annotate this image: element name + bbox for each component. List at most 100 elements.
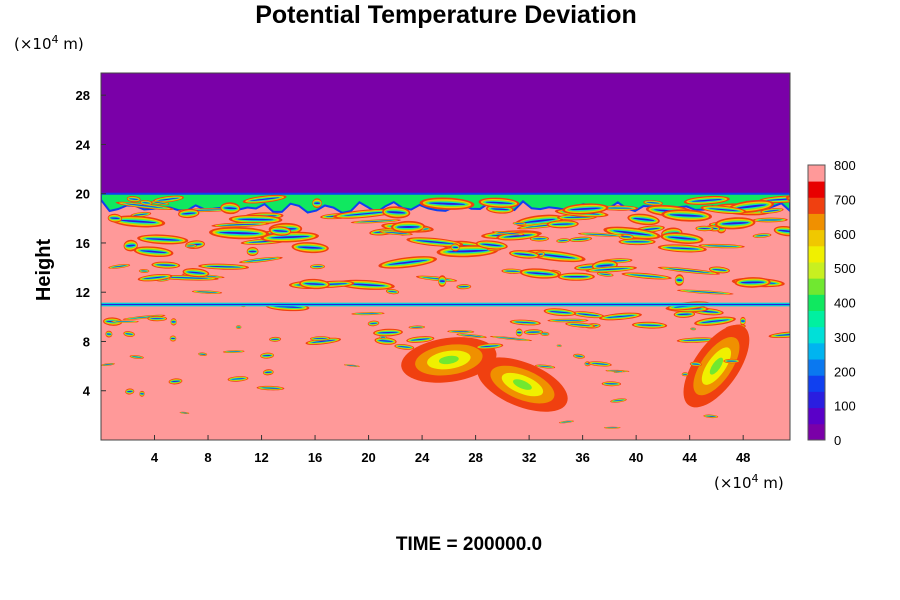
filament-182 bbox=[689, 361, 702, 367]
filament-97 bbox=[577, 232, 625, 237]
colorbar-swatch bbox=[808, 326, 825, 344]
filament-159 bbox=[169, 335, 177, 342]
filament-48 bbox=[220, 202, 241, 215]
filament-113 bbox=[107, 213, 123, 223]
colorbar-swatch bbox=[808, 342, 825, 360]
filament-38 bbox=[603, 226, 661, 240]
x-tick-label: 8 bbox=[204, 450, 211, 465]
filament-112 bbox=[291, 242, 329, 254]
filament-185 bbox=[198, 352, 208, 356]
filament-162 bbox=[147, 315, 168, 322]
filament-4 bbox=[108, 264, 131, 269]
filament-201 bbox=[558, 420, 574, 424]
filament-193 bbox=[535, 364, 556, 369]
filament-120 bbox=[450, 243, 460, 252]
filament-53 bbox=[501, 268, 524, 274]
filament-200 bbox=[610, 398, 627, 403]
filament-168 bbox=[540, 331, 550, 337]
y-tick-label: 12 bbox=[76, 285, 90, 300]
filament-119 bbox=[332, 208, 397, 219]
filament-124 bbox=[422, 226, 430, 232]
chart-title: Potential Temperature Deviation bbox=[255, 1, 637, 29]
x-tick-label: 12 bbox=[254, 450, 268, 465]
filament-180 bbox=[613, 370, 625, 373]
filament-171 bbox=[523, 329, 544, 335]
filament-133 bbox=[305, 337, 342, 345]
filament-195 bbox=[344, 364, 360, 367]
colorbar-swatch bbox=[808, 245, 825, 263]
filament-34 bbox=[385, 288, 400, 295]
filament-62 bbox=[138, 268, 150, 274]
filament-56 bbox=[734, 277, 771, 288]
filament-135 bbox=[694, 316, 736, 326]
filament-127 bbox=[695, 225, 714, 232]
filament-175 bbox=[179, 411, 190, 415]
filament-126 bbox=[269, 226, 292, 236]
filament-71 bbox=[242, 194, 287, 204]
filament-10 bbox=[137, 234, 189, 245]
colorbar-swatch bbox=[808, 229, 825, 247]
filament-134 bbox=[739, 316, 746, 326]
colorbar-ticks: 0 100 200 300 400 500 600 700 800 bbox=[834, 158, 856, 448]
filament-67 bbox=[185, 243, 197, 248]
filament-41 bbox=[643, 200, 663, 206]
filament-8 bbox=[115, 201, 174, 211]
filament-114 bbox=[299, 278, 330, 290]
x-tick-label: 44 bbox=[682, 450, 697, 465]
colorbar-swatch bbox=[808, 278, 825, 295]
filament-122 bbox=[674, 274, 685, 286]
x-ticks: 4 8 12 16 20 24 28 32 36 40 44 48 bbox=[151, 435, 750, 465]
filament-108 bbox=[178, 208, 200, 219]
filament-181 bbox=[394, 344, 415, 350]
filament-92 bbox=[714, 217, 756, 230]
filament-115 bbox=[209, 226, 270, 240]
x-tick-label: 4 bbox=[151, 450, 159, 465]
filament-21 bbox=[350, 219, 401, 224]
filament-106 bbox=[419, 197, 475, 210]
x-tick-label: 24 bbox=[415, 450, 430, 465]
y-tick-label: 28 bbox=[76, 88, 90, 103]
anomaly-warm-anomaly-left bbox=[401, 337, 497, 383]
filament-90 bbox=[519, 268, 561, 279]
filament-20 bbox=[557, 272, 595, 281]
filament-128 bbox=[509, 250, 540, 259]
filament-187 bbox=[101, 362, 115, 367]
filament-121 bbox=[246, 246, 259, 257]
filament-190 bbox=[262, 369, 274, 376]
colorbar-swatch bbox=[808, 262, 825, 279]
x-tick-label: 36 bbox=[575, 450, 589, 465]
filament-183 bbox=[601, 381, 622, 387]
y-tick-label: 4 bbox=[83, 384, 91, 399]
y-tick-label: 16 bbox=[76, 236, 90, 251]
filament-179 bbox=[681, 372, 689, 377]
filament-188 bbox=[256, 385, 285, 391]
filament-66 bbox=[546, 220, 579, 229]
filament-93 bbox=[126, 196, 141, 203]
colorbar-tick-label: 500 bbox=[834, 261, 856, 276]
filament-199 bbox=[168, 378, 183, 385]
filament-164 bbox=[690, 327, 697, 331]
y-tick-label: 8 bbox=[83, 334, 90, 349]
filament-51 bbox=[478, 197, 520, 208]
field-upper-region bbox=[101, 73, 790, 194]
colorbar-frame bbox=[807, 164, 826, 441]
filament-178 bbox=[556, 344, 562, 347]
filament-70 bbox=[378, 256, 437, 269]
filament-98 bbox=[683, 195, 730, 205]
filament-87 bbox=[137, 273, 173, 282]
y-tick-label: 24 bbox=[76, 137, 91, 152]
filament-52 bbox=[512, 221, 527, 226]
filament-99 bbox=[491, 231, 525, 236]
filament-109 bbox=[198, 263, 249, 270]
filament-194 bbox=[604, 426, 621, 429]
colorbar-tick-label: 600 bbox=[834, 227, 856, 242]
filament-75 bbox=[661, 209, 712, 222]
filament-125 bbox=[456, 284, 472, 290]
x-tick-label: 40 bbox=[629, 450, 643, 465]
filament-116 bbox=[211, 222, 270, 228]
filament-203 bbox=[139, 390, 145, 397]
filament-166 bbox=[565, 322, 596, 328]
colorbar bbox=[807, 164, 826, 441]
colorbar-swatch bbox=[808, 213, 825, 231]
